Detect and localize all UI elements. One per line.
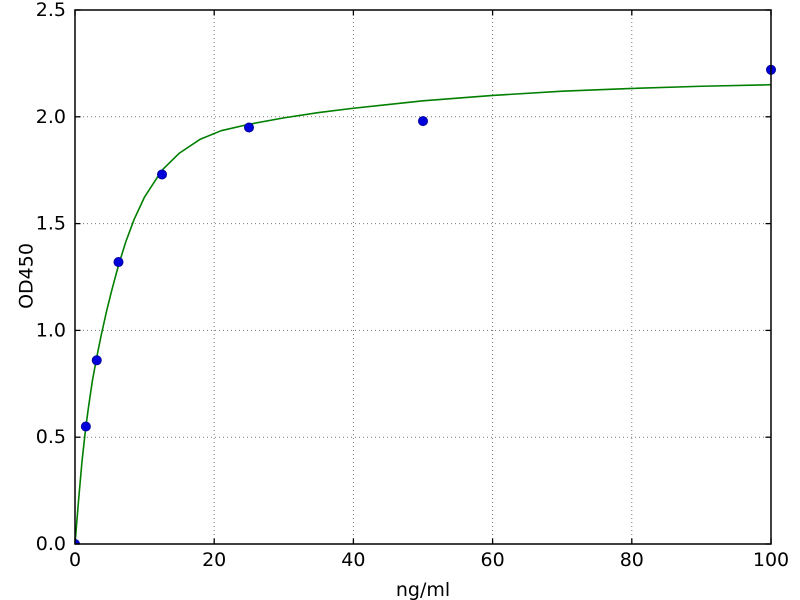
data-point — [91, 355, 102, 366]
y-tick-label: 1.5 — [36, 213, 66, 235]
y-tick-label: 0.0 — [36, 533, 66, 555]
y-tick-label: 2.0 — [36, 106, 66, 128]
x-tick-label: 40 — [341, 549, 365, 571]
fit-curve-line — [75, 83, 772, 545]
data-point — [157, 169, 167, 180]
data-points-group — [75, 64, 776, 545]
y-axis-label: OD450 — [15, 243, 38, 309]
y-tick-label: 1.0 — [36, 319, 66, 341]
x-tick-label: 20 — [202, 549, 226, 571]
x-tick-label: 60 — [481, 549, 505, 571]
x-tick-label: 100 — [753, 549, 789, 571]
y-tick-label: 2.5 — [36, 0, 66, 21]
data-point — [244, 122, 254, 133]
data-point — [80, 421, 91, 432]
data-point — [418, 116, 428, 127]
plot-frame — [74, 9, 772, 545]
x-tick-label: 80 — [620, 549, 644, 571]
y-tick-label: 0.5 — [36, 426, 66, 448]
x-axis-label: ng/ml — [395, 579, 451, 600]
x-tick-label: 0 — [69, 549, 81, 571]
data-point — [113, 257, 124, 268]
